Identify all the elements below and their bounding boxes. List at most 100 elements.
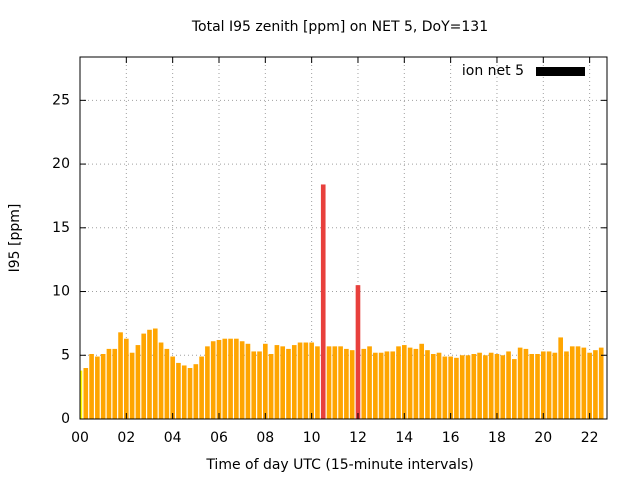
bar [187,368,193,419]
bar [291,345,297,419]
bar [465,355,471,419]
bar [419,343,424,419]
bar [494,353,500,419]
x-tick-label: 06 [210,430,228,446]
bar [326,346,332,419]
bar [430,353,436,419]
x-tick-label: 16 [442,430,460,446]
bar [436,352,442,419]
x-axis-label: Time of day UTC (15-minute intervals) [205,457,473,473]
bar [303,342,309,419]
bar [320,184,326,419]
bar [338,346,343,419]
y-tick-label: 20 [52,156,70,172]
x-tick-label: 02 [117,430,135,446]
bar [373,352,378,419]
bar [349,350,355,419]
x-tick-label: 14 [395,430,413,446]
bar [193,364,199,419]
x-tick-label: 08 [256,430,274,446]
legend-swatch [536,67,585,76]
bar [546,351,552,419]
bar [274,345,280,419]
bar [100,353,106,419]
bar [390,351,396,419]
bar [517,347,523,419]
bar [112,348,118,419]
bar [181,365,187,419]
bar [263,343,268,419]
bar [118,332,123,419]
bar [593,350,598,419]
bar [569,346,575,419]
bar [442,356,448,419]
bar [164,348,170,419]
bar [523,348,529,419]
bar [80,370,83,419]
bar [124,338,129,419]
bar [158,342,164,419]
bar [401,345,407,419]
bar [512,359,517,419]
bar [384,351,390,419]
bar [315,346,320,419]
bar [361,348,367,419]
y-tick-label: 25 [52,92,70,108]
bar [587,352,592,419]
bar [286,348,291,419]
bar [483,355,488,419]
y-tick-label: 5 [61,347,70,363]
bar [245,343,251,419]
y-tick-label: 15 [52,220,70,236]
legend-label: ion net 5 [462,63,524,79]
bar [425,350,430,419]
chart-title: Total I95 zenith [ppm] on NET 5, DoY=131 [191,19,488,35]
x-tick-label: 10 [303,430,321,446]
bar [396,346,401,419]
bar [239,341,245,419]
x-tick-label: 00 [71,430,89,446]
y-axis-label: I95 [ppm] [7,204,23,273]
x-tick-label: 22 [581,430,599,446]
x-tick-label: 12 [349,430,367,446]
bar [488,352,494,419]
x-tick-label: 04 [164,430,182,446]
bar [176,362,181,419]
bar [222,338,228,419]
plot-border [79,56,608,420]
bar [413,348,419,419]
bar [216,339,222,419]
bar [129,352,135,419]
bar [297,342,303,419]
y-tick-label: 10 [52,284,70,300]
bar [210,341,216,419]
bar [378,352,384,419]
bar [135,345,141,419]
bar [228,338,233,419]
bar [309,342,314,419]
bars [80,184,604,419]
bar [83,368,89,419]
bar [257,351,262,419]
bar [89,353,94,419]
bar [170,356,175,419]
y-tick-label: 0 [61,411,70,427]
bar [471,353,477,419]
bar [575,346,581,419]
bar [598,347,604,419]
bar [152,328,158,419]
bar [454,357,459,419]
x-tick-label: 18 [488,430,506,446]
bar [459,355,465,419]
axes: 0 5 10 15 20 25 00 02 04 06 08 10 12 14 16 18 20 22 [52,57,607,446]
bar [95,356,100,419]
bar [477,352,482,419]
bar [367,346,372,419]
bar [205,346,210,419]
bar [407,347,413,419]
bar [355,285,361,419]
bar [540,351,546,419]
bar [332,346,338,419]
bar [506,351,511,419]
